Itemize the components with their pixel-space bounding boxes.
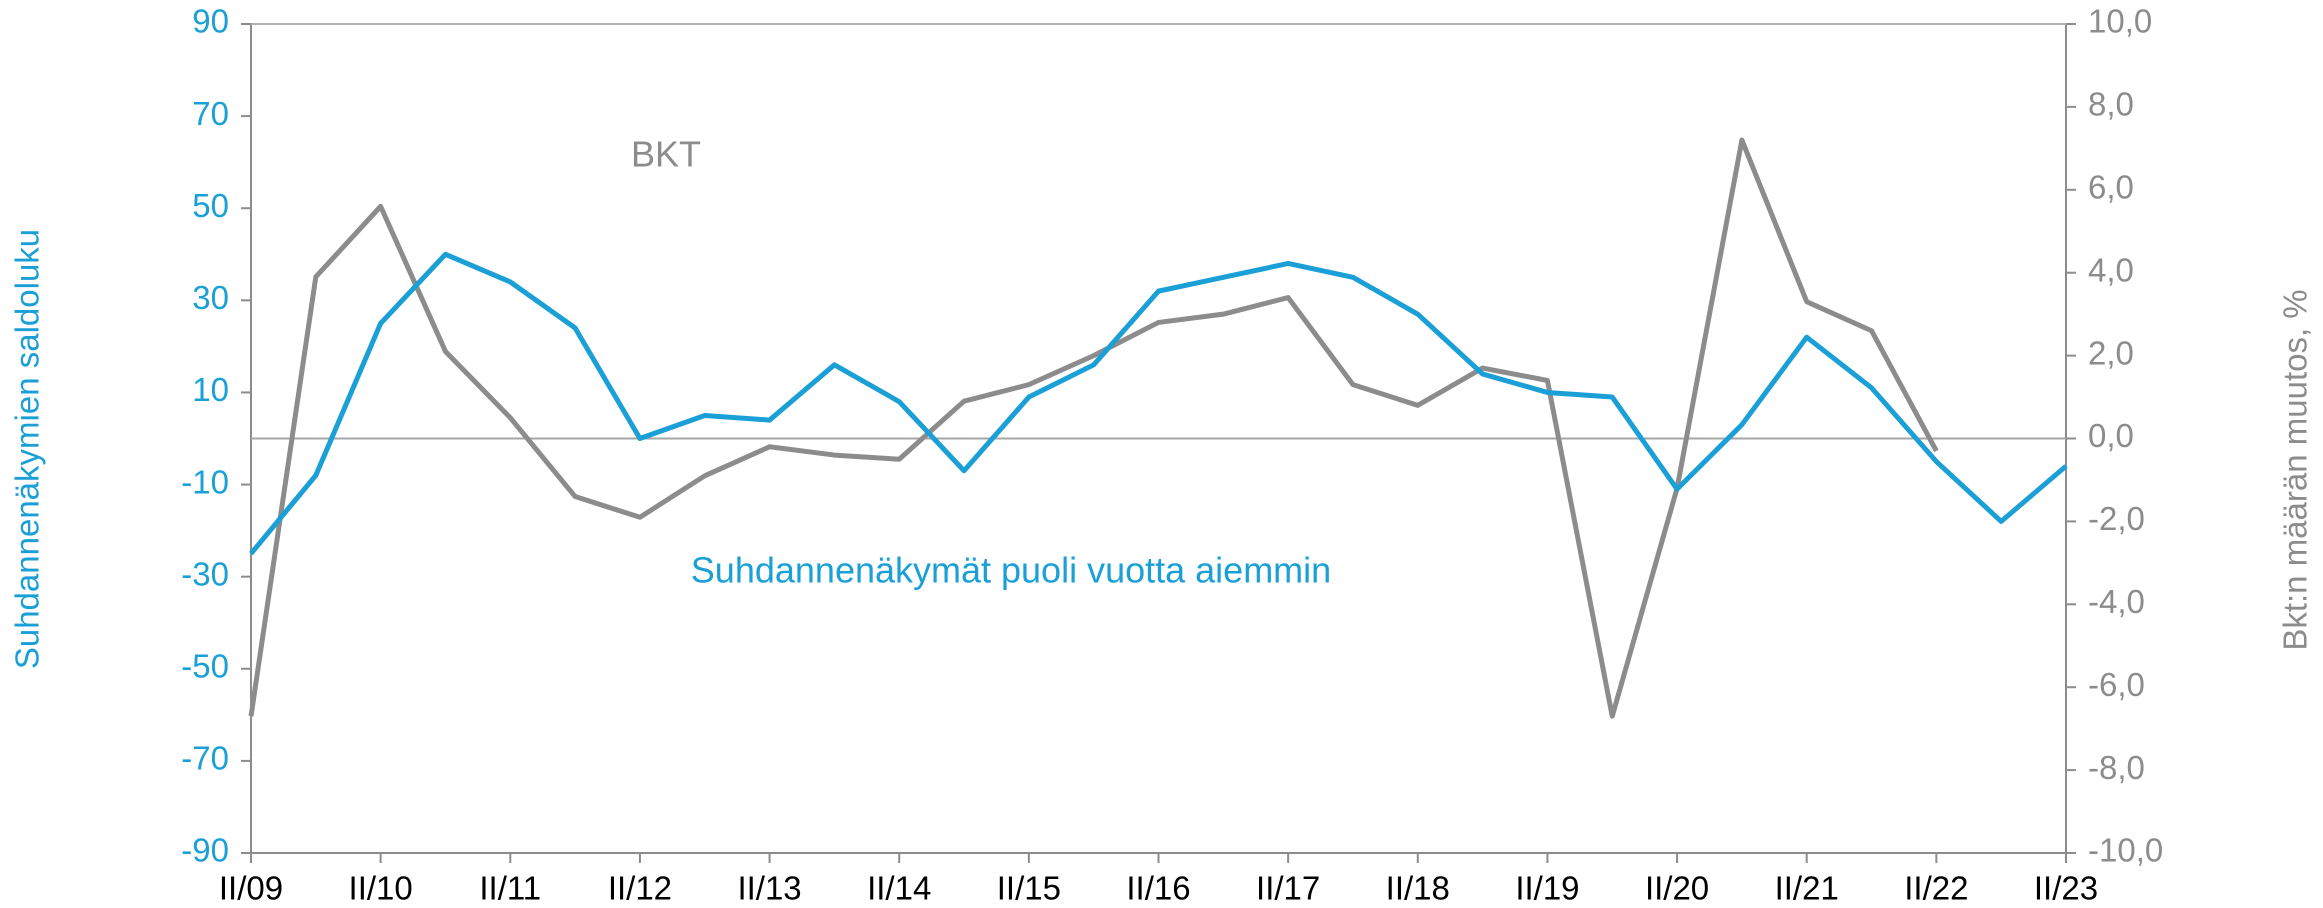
x-tick-label: II/19	[1515, 870, 1579, 907]
x-tick-label: II/23	[2034, 870, 2098, 907]
series-annotation: BKT	[631, 134, 701, 175]
y-tick-label: -90	[181, 832, 229, 869]
series-line	[249, 251, 2068, 556]
x-tick-label: II/16	[1126, 870, 1190, 907]
x-tick-label: II/13	[737, 870, 801, 907]
x-tick-label: II/21	[1775, 870, 1839, 907]
x-tick-label: II/10	[349, 870, 413, 907]
y-tick-label: 30	[192, 279, 229, 316]
y2-tick-label: 10,0	[2088, 3, 2152, 40]
y-tick-label: 10	[192, 371, 229, 408]
y2-tick-label: -2,0	[2088, 500, 2145, 537]
y-tick-label: -30	[181, 555, 229, 592]
series-line	[248, 137, 1939, 719]
y-tick-label: -70	[181, 740, 229, 777]
x-tick-label: II/12	[608, 870, 672, 907]
y-tick-label: -50	[181, 647, 229, 684]
x-tick-label: II/11	[479, 870, 541, 907]
x-tick-label: II/18	[1386, 870, 1450, 907]
y-axis-title: Suhdannenäkymien saldoluku	[9, 229, 46, 669]
y2-tick-label: 0,0	[2088, 417, 2134, 454]
y-tick-label: 50	[192, 187, 229, 224]
y2-tick-label: -10,0	[2088, 832, 2163, 869]
x-tick-label: II/17	[1256, 870, 1320, 907]
x-tick-label: II/15	[997, 870, 1061, 907]
y-tick-label: 90	[192, 3, 229, 40]
x-tick-label: II/14	[867, 870, 931, 907]
x-tick-label: II/09	[219, 870, 283, 907]
y2-tick-label: -6,0	[2088, 666, 2145, 703]
y2-tick-label: 4,0	[2088, 251, 2134, 288]
y2-tick-label: -4,0	[2088, 583, 2145, 620]
y-tick-label: 70	[192, 95, 229, 132]
x-tick-label: II/20	[1645, 870, 1709, 907]
y-tick-label: -10	[181, 463, 229, 500]
series-annotation: Suhdannenäkymät puoli vuotta aiemmin	[691, 550, 1331, 591]
y2-tick-label: 6,0	[2088, 169, 2134, 206]
y2-axis-title: Bkt:n määrän muutos, %	[2277, 289, 2314, 650]
y2-tick-label: 8,0	[2088, 86, 2134, 123]
y2-tick-label: 2,0	[2088, 334, 2134, 371]
y2-tick-label: -8,0	[2088, 749, 2145, 786]
x-tick-label: II/22	[1904, 870, 1968, 907]
